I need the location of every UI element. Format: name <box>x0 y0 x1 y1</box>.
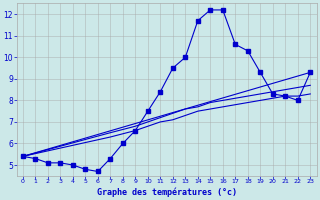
X-axis label: Graphe des températures (°c): Graphe des températures (°c) <box>97 187 236 197</box>
